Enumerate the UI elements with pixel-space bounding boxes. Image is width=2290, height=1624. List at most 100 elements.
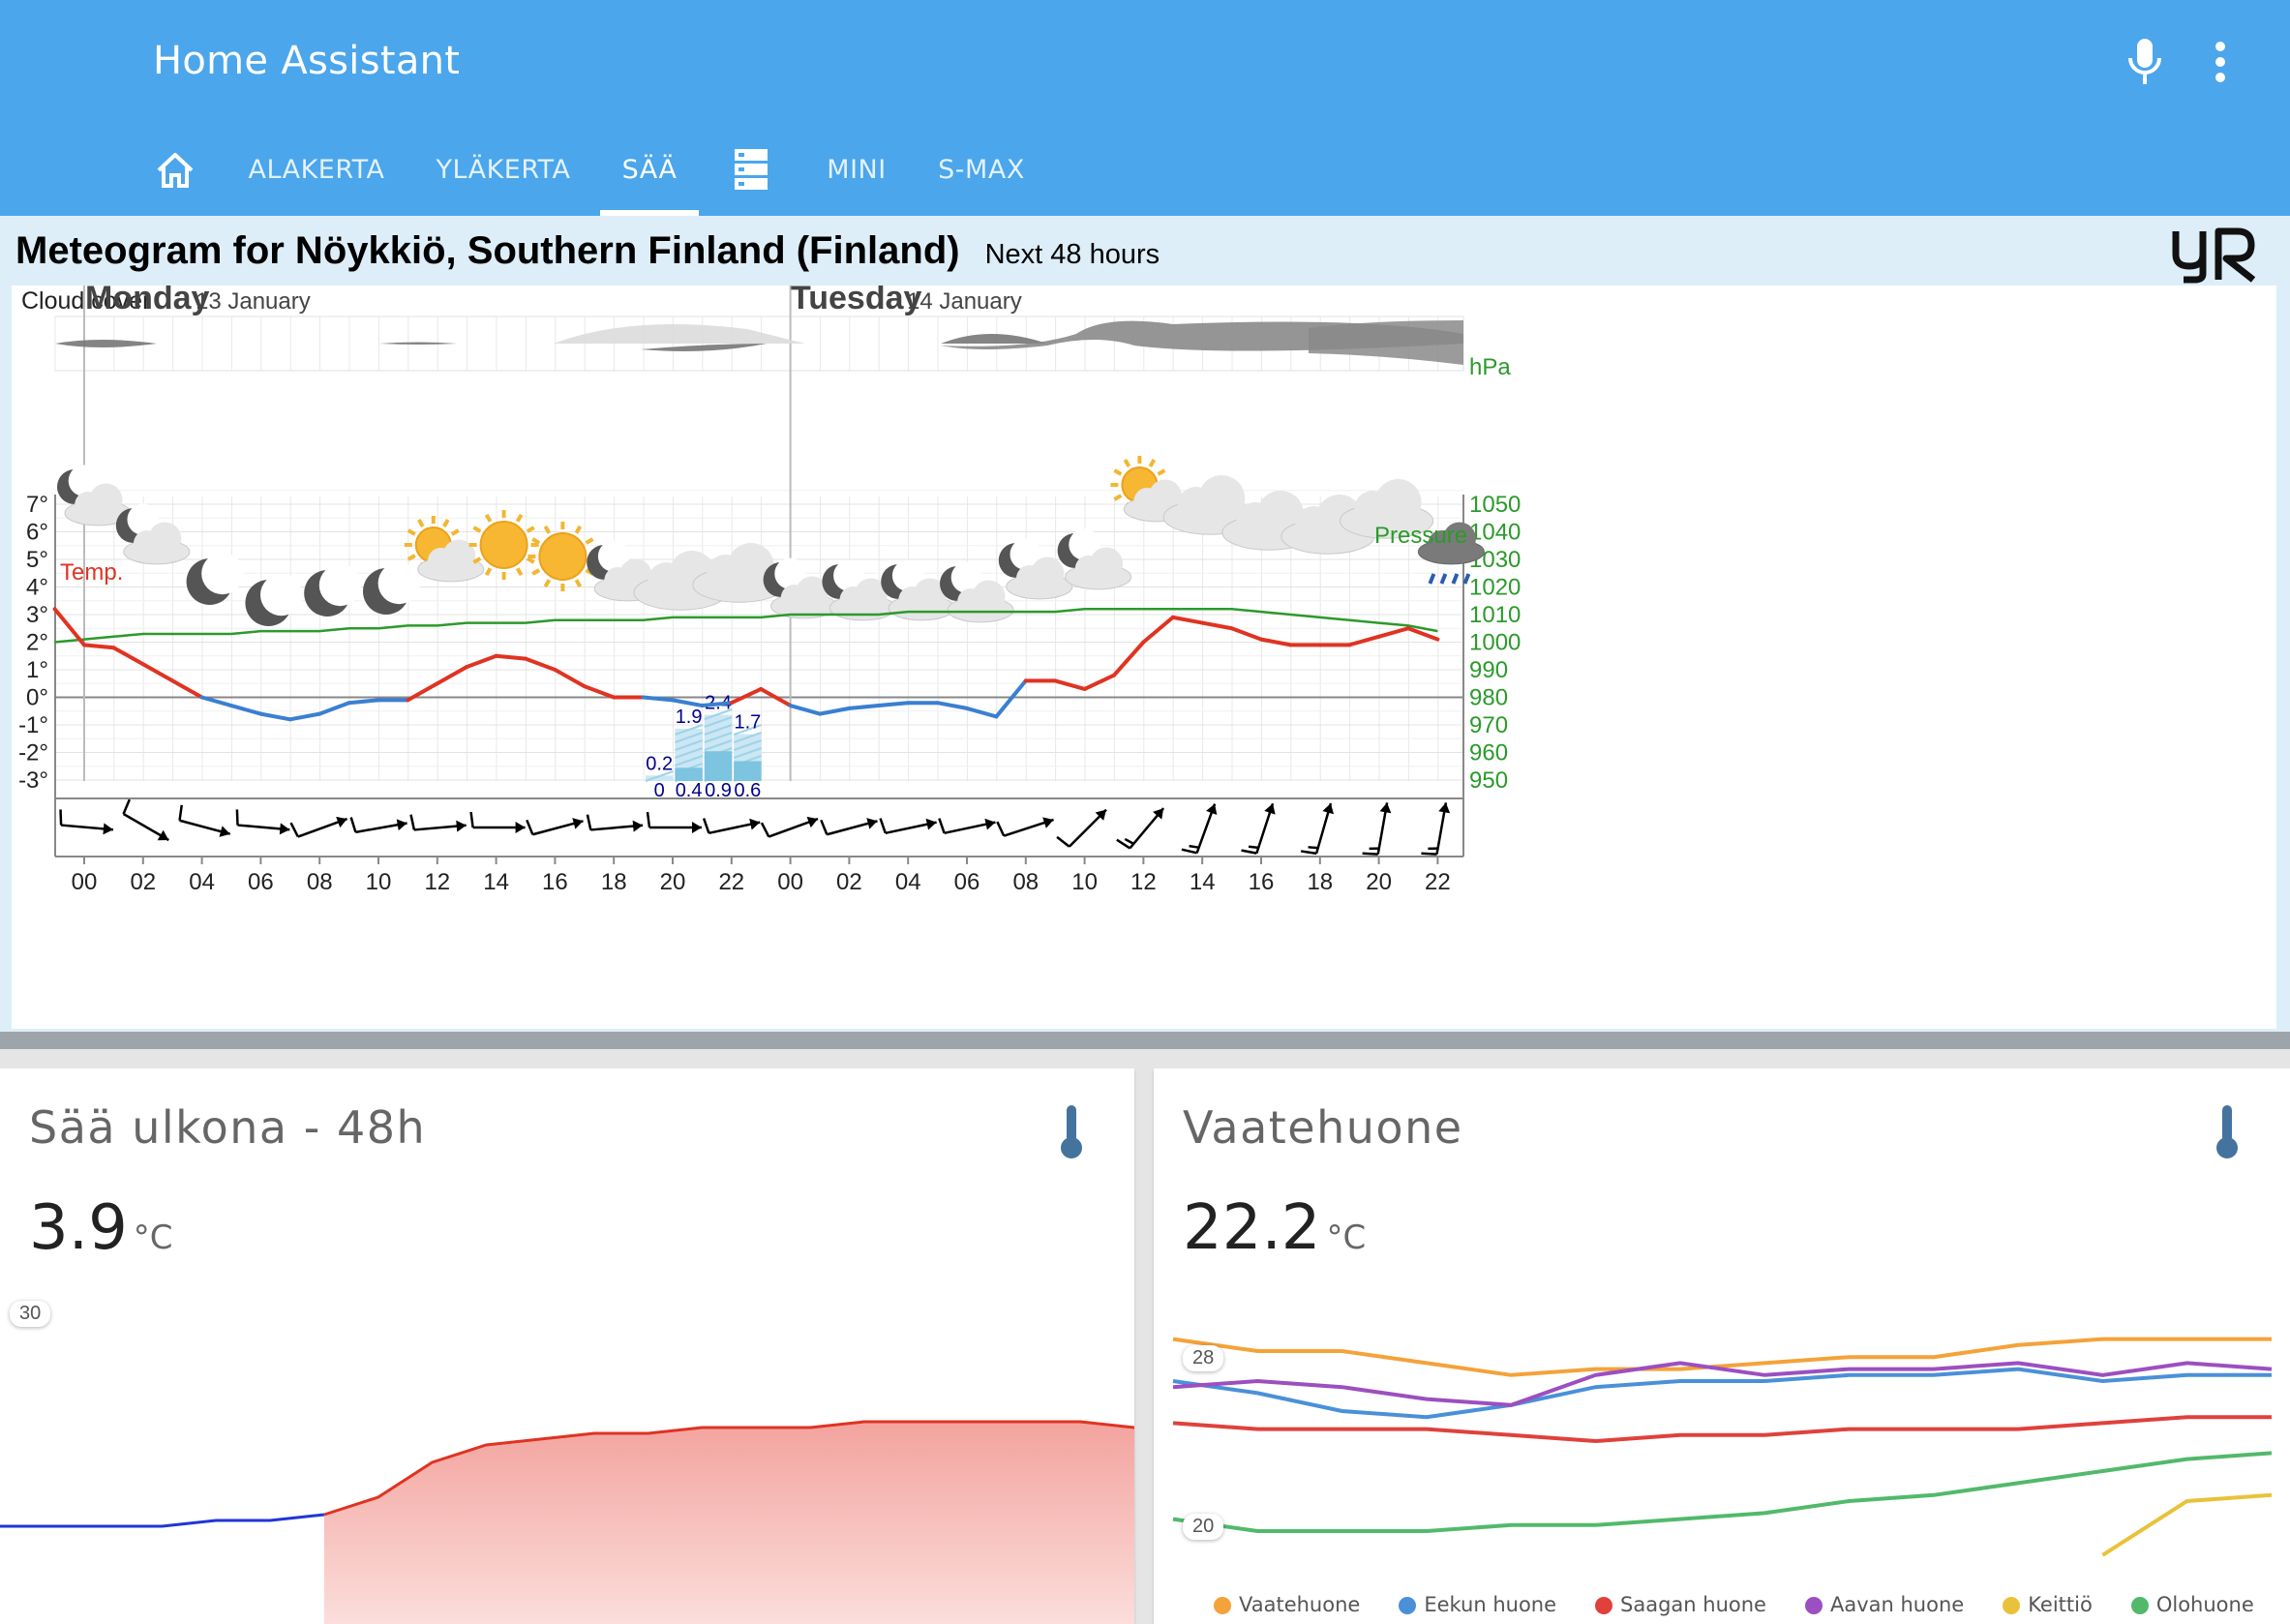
temp-segment <box>406 681 439 703</box>
series-line <box>1172 1361 2273 1407</box>
legend-item[interactable]: Eekun huone <box>1399 1593 1556 1616</box>
legend-label: Aavan huone <box>1829 1593 1965 1616</box>
precip-max-label: 1.9 <box>676 707 703 728</box>
hour-tick-label: 18 <box>1307 869 1333 895</box>
hour-tick-label: 10 <box>366 869 392 895</box>
wind-arrow-icon <box>1300 802 1334 856</box>
temp-segment <box>111 646 145 667</box>
hour-tick-label: 00 <box>777 869 803 895</box>
legend-color-dot <box>1804 1597 1823 1614</box>
meteogram-card: Meteogram for Nöykkiö, Southern Finland … <box>0 216 2290 1038</box>
legend-item[interactable]: Saagan huone <box>1595 1593 1766 1616</box>
temp-segment <box>729 686 764 706</box>
legend-item[interactable]: Olohuone <box>2130 1593 2254 1616</box>
hour-tick-label: 20 <box>1366 869 1392 895</box>
temp-segment <box>465 653 498 670</box>
microphone-icon[interactable] <box>2124 37 2166 87</box>
card-title: Vaatehuone <box>1183 1101 1463 1154</box>
hour-tick-label: 14 <box>483 869 509 895</box>
moon-icon <box>245 574 303 626</box>
tab-ylakerta[interactable]: YLÄKERTA <box>436 155 571 185</box>
chart-legend: Vaatehuone Eekun huone Saagan huone Aavan h… <box>1214 1593 2290 1616</box>
wind-arrow-icon <box>1116 807 1165 850</box>
outside-temperature-card[interactable]: Sää ulkona - 48h 3.9 °C 30 <box>0 1068 1134 1624</box>
hour-tick-label: 00 <box>72 869 98 895</box>
closet-temperature-card[interactable]: Vaatehuone 22.2 °C 28 20 Vaatehuone Eekun … <box>1154 1068 2290 1624</box>
temp-segment <box>759 686 793 708</box>
wind-arrow-icon <box>59 809 114 835</box>
temperature-unit: °C <box>1326 1218 1367 1257</box>
temperature-line-cold <box>0 1513 325 1528</box>
pressure-tick-label: 950 <box>1469 767 1508 794</box>
legend-item[interactable]: Aavan huone <box>1804 1593 1965 1616</box>
more-vertical-icon[interactable] <box>2203 37 2238 87</box>
temp-segment <box>170 678 204 700</box>
current-temperature: 3.9 °C <box>29 1192 173 1264</box>
axis-min-label: 20 <box>1183 1514 1224 1540</box>
precip-max-label: 1.7 <box>734 712 761 734</box>
hour-axis: 00 02 04 06 08 10 12 14 16 18 20 22 00 02 04 06 08 10 12 14… <box>72 857 1451 895</box>
axis-max-label: 28 <box>1183 1345 1224 1371</box>
temp-segment <box>994 678 1028 719</box>
outside-temperature-chart[interactable] <box>0 1068 1134 1624</box>
temp-segment <box>82 643 116 650</box>
axis-max-label: 30 <box>10 1301 51 1327</box>
yr-logo[interactable] <box>2170 227 2263 284</box>
hour-tick-label: 12 <box>1130 869 1157 895</box>
moon-cloud-icon <box>115 503 191 565</box>
temp-tick-label: 4° <box>26 575 48 601</box>
wind-arrow-icon <box>646 811 702 833</box>
room-temperatures-chart[interactable] <box>1154 1068 2290 1624</box>
temperature-line <box>52 607 1440 722</box>
sun-icon <box>468 510 539 580</box>
app-header: Home Assistant ALAKERTA YLÄKERTA SÄÄ MIN… <box>0 0 2290 216</box>
cloud-cover-band <box>55 320 1463 365</box>
cloud-cover-label: Cloud cover <box>21 287 150 315</box>
moon-cloud-icon <box>881 559 955 621</box>
tab-home[interactable] <box>145 143 205 216</box>
cloud-cover-shape <box>767 334 1047 344</box>
temp-tick-label: 5° <box>26 547 48 573</box>
hour-tick-label: 02 <box>836 869 862 895</box>
hour-tick-label: 22 <box>1425 869 1451 895</box>
thermometer-icon <box>2216 1105 2238 1158</box>
temp-segment <box>199 695 233 708</box>
hour-tick-label: 08 <box>1012 869 1039 895</box>
legend-label: Saagan huone <box>1620 1593 1766 1616</box>
tab-saa[interactable]: SÄÄ <box>621 155 678 185</box>
tab-server[interactable] <box>728 143 774 216</box>
moon-icon <box>304 564 361 617</box>
pressure-tick-label: 1050 <box>1469 492 1521 518</box>
temp-segment <box>582 684 617 700</box>
temp-segment <box>1259 637 1293 647</box>
series-line <box>2101 1492 2273 1557</box>
temp-segment <box>553 668 587 689</box>
tab-mini[interactable]: MINI <box>827 155 887 185</box>
hour-tick-label: 06 <box>248 869 274 895</box>
legend-item[interactable]: Keittiö <box>2003 1593 2093 1616</box>
meteogram-title: Meteogram for Nöykkiö, Southern Finland … <box>15 229 1160 273</box>
temperature-value: 3.9 <box>29 1192 128 1264</box>
temp-segment <box>287 711 322 722</box>
cloud-icon <box>692 543 787 603</box>
precip-min-label: 0.9 <box>705 780 732 801</box>
temp-segment <box>229 704 263 716</box>
precip-max-bar <box>646 775 674 781</box>
temp-tick-label: -1° <box>18 712 48 738</box>
tab-s-max[interactable]: S-MAX <box>938 155 1025 185</box>
legend-color-dot <box>1399 1597 1417 1614</box>
hour-tick-label: 04 <box>189 869 215 895</box>
pressure-tick-label: 1040 <box>1469 520 1521 546</box>
temp-segment <box>1170 615 1205 625</box>
hour-tick-label: 06 <box>954 869 980 895</box>
tab-alakerta[interactable]: ALAKERTA <box>248 155 385 185</box>
wind-arrow-icon <box>122 798 169 842</box>
wind-arrow-icon <box>526 818 584 836</box>
hour-tick-label: 08 <box>307 869 333 895</box>
legend-item[interactable]: Vaatehuone <box>1214 1593 1360 1616</box>
temp-tick-label: 1° <box>26 657 48 683</box>
temp-segment <box>876 701 911 708</box>
temp-segment <box>258 711 292 722</box>
temp-segment <box>317 701 351 716</box>
temp-segment <box>1376 626 1410 639</box>
